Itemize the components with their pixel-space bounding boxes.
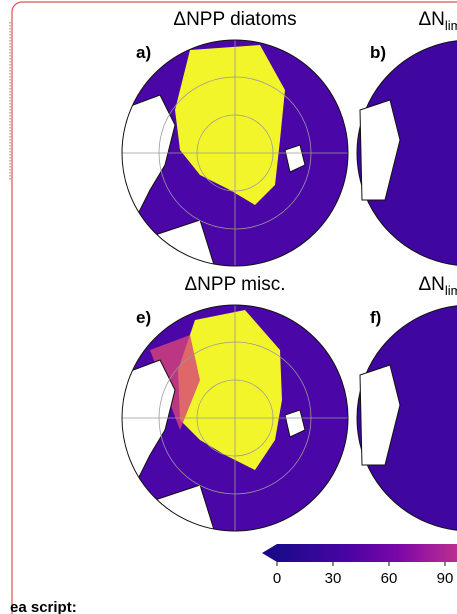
panel-title: ΔNlim bbox=[418, 274, 457, 298]
colorbar-tick-label: 60 bbox=[381, 570, 398, 587]
title-subscript: lim bbox=[445, 18, 457, 33]
panel-label: a) bbox=[136, 43, 151, 62]
colorbar-tick-label: 90 bbox=[437, 570, 454, 587]
footer-text: ea script: bbox=[10, 599, 77, 614]
map-a bbox=[122, 40, 348, 266]
title-text: ΔNPP diatoms bbox=[173, 9, 296, 30]
title-text: ΔNPP misc. bbox=[184, 274, 285, 295]
map-b bbox=[356, 40, 457, 266]
panel-title: ΔNPP misc. bbox=[184, 274, 285, 295]
title-text: ΔN bbox=[418, 274, 444, 295]
panel-title: ΔNlim bbox=[418, 9, 457, 33]
title-subscript: lim bbox=[445, 283, 457, 298]
colorbar bbox=[262, 544, 457, 562]
panel-label: e) bbox=[136, 308, 151, 327]
panel-label: f) bbox=[370, 308, 381, 327]
map-a-border bbox=[121, 39, 349, 267]
map-e bbox=[122, 305, 348, 531]
map-e-border bbox=[121, 304, 349, 532]
panel-title: ΔNPP diatoms bbox=[173, 9, 296, 30]
colorbar-tick-label: 0 bbox=[273, 570, 281, 587]
title-text: ΔN bbox=[418, 9, 444, 30]
map-f bbox=[356, 305, 457, 531]
colorbar-tick-label: 30 bbox=[325, 570, 342, 587]
panel-label: b) bbox=[370, 43, 386, 62]
frame bbox=[11, 1, 457, 614]
